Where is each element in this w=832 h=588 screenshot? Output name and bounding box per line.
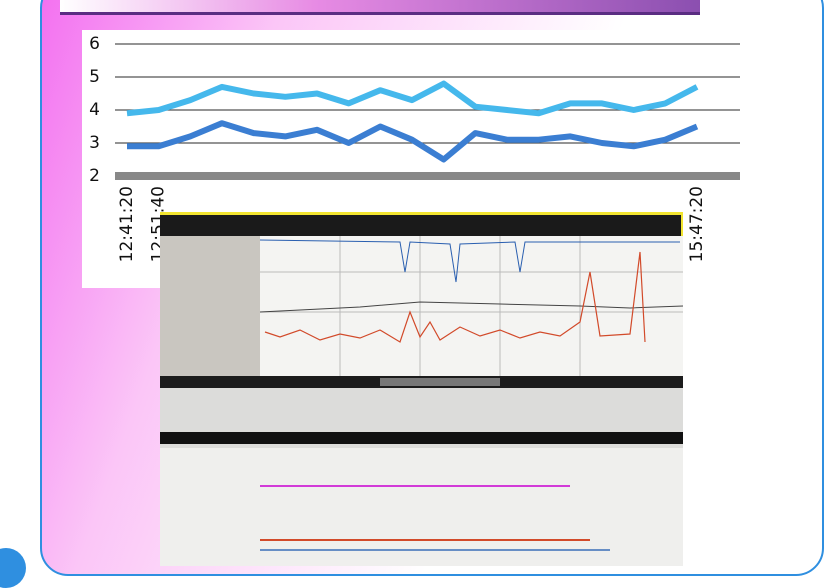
data-line bbox=[127, 123, 697, 159]
y-tick-label: 4 bbox=[89, 100, 100, 120]
y-tick-label: 3 bbox=[89, 133, 100, 153]
data-line bbox=[127, 84, 697, 114]
monitor-photo bbox=[160, 212, 683, 566]
page: 2345612:41:2012:51:4015:47:20 (() => { c… bbox=[0, 0, 832, 574]
x-tick-label: 15:47:20 bbox=[687, 186, 707, 262]
y-tick-label: 2 bbox=[89, 166, 100, 186]
y-tick-label: 5 bbox=[89, 67, 100, 87]
y-tick-label: 6 bbox=[89, 34, 100, 54]
x-tick-label: 12:41:20 bbox=[117, 186, 137, 262]
